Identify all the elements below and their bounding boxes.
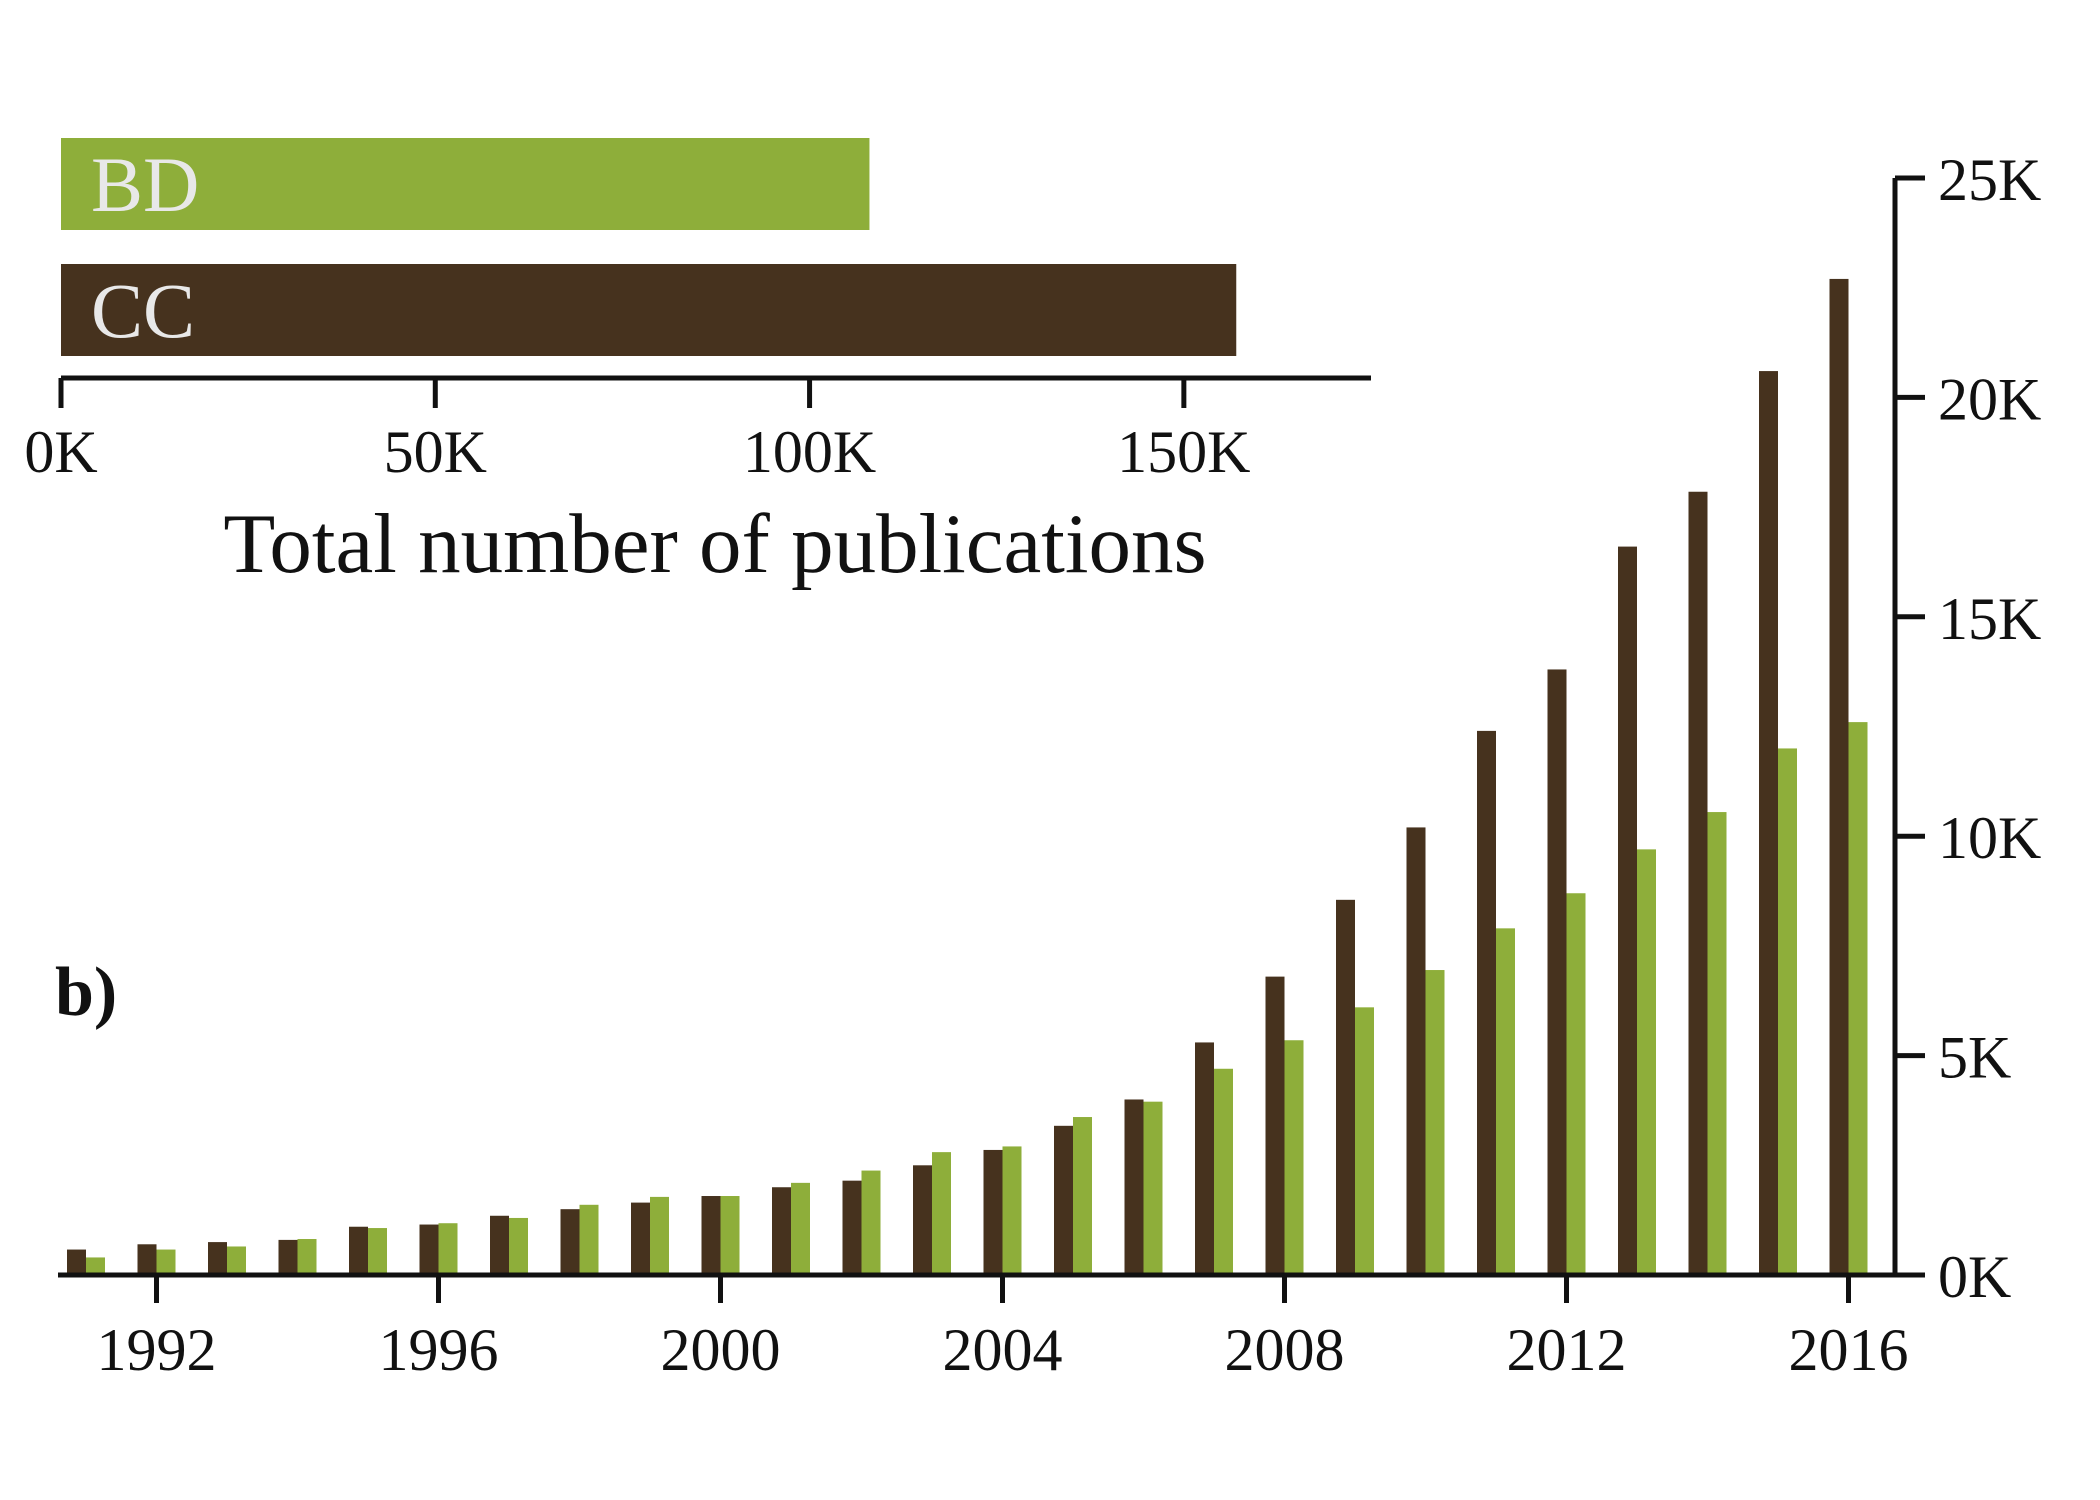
bottom-x-tick-label: 1992 (97, 1317, 217, 1383)
bar-bd-2010 (1425, 970, 1445, 1275)
bar-cc-2004 (983, 1149, 1003, 1275)
bar-bd-1995 (368, 1228, 387, 1275)
bar-bd-2011 (1496, 928, 1515, 1275)
bar-cc-1996 (419, 1224, 439, 1275)
bar-bd-2014 (1707, 812, 1727, 1275)
bar-cc-1993 (208, 1242, 227, 1275)
right-y-tick-label: 25K (1938, 147, 2041, 213)
right-y-tick-label: 0K (1938, 1244, 2011, 1310)
bar-cc-2010 (1406, 827, 1426, 1275)
top-x-axis-title: Total number of publications (223, 497, 1206, 591)
bar-bd-1996 (438, 1223, 458, 1275)
bottom-x-tick-label: 1996 (379, 1317, 499, 1383)
bar-cc-2001 (772, 1187, 791, 1275)
right-y-tick-label: 15K (1938, 586, 2041, 652)
bar-bd-2002 (861, 1170, 881, 1275)
bar-cc-2013 (1618, 546, 1637, 1275)
bar-cc-2003 (913, 1165, 932, 1275)
bottom-x-tick-label: 2012 (1507, 1317, 1627, 1383)
bar-cc-2016 (1829, 278, 1849, 1275)
bar-bd-1994 (297, 1239, 317, 1275)
bar-cc-2000 (701, 1196, 721, 1275)
bar-bd-1999 (650, 1196, 669, 1275)
bar-bd-2016 (1848, 722, 1868, 1275)
bar-cc-2008 (1265, 976, 1285, 1275)
top-x-tick-label: 100K (743, 419, 876, 485)
right-y-tick-label: 5K (1938, 1025, 2011, 1091)
bar-cc-1995 (349, 1226, 368, 1275)
bar-bd-2003 (932, 1152, 951, 1275)
bar-cc-2005 (1054, 1125, 1073, 1275)
bar-bd-2004 (1002, 1146, 1022, 1275)
bar-bd-2012 (1566, 893, 1586, 1275)
bar-cc-2007 (1195, 1042, 1214, 1275)
bar-label-cc: CC (91, 267, 195, 354)
right-y-tick-label: 20K (1938, 366, 2041, 432)
bar-cc-2006 (1124, 1099, 1144, 1275)
bar-bd-1991 (86, 1257, 105, 1275)
bar-bd-2006 (1143, 1101, 1163, 1275)
bar-bd-2015 (1778, 748, 1797, 1275)
panel-label: b) (55, 954, 117, 1031)
bar-cc-1994 (278, 1239, 298, 1275)
bar-cc-1998 (560, 1209, 580, 1275)
bar-bd-2000 (720, 1196, 740, 1275)
bar-bd-2009 (1355, 1007, 1374, 1275)
bar-bd-2007 (1214, 1068, 1233, 1275)
bar-label-bd: BD (91, 141, 199, 228)
bar-bd-1998 (579, 1204, 599, 1275)
total-publications-chart: BD CC 0K 50K 100K 150K Total number of publica… (24, 138, 1371, 591)
bar-bd-2005 (1073, 1117, 1092, 1275)
bar-cc-2011 (1477, 730, 1496, 1275)
top-x-tick-label: 50K (384, 419, 487, 485)
bar-total-bd (61, 138, 870, 230)
bottom-x-tick-label: 2016 (1789, 1317, 1909, 1383)
bar-cc-1999 (631, 1202, 650, 1275)
top-x-tick-label: 0K (24, 419, 97, 485)
top-x-tick-label: 150K (1117, 419, 1250, 485)
bar-total-cc (61, 264, 1237, 356)
bar-cc-2014 (1688, 491, 1708, 1275)
bar-bd-1992 (156, 1249, 176, 1275)
bar-cc-2012 (1547, 669, 1567, 1275)
bar-cc-2002 (842, 1180, 862, 1275)
bar-cc-2009 (1336, 899, 1355, 1275)
bottom-x-tick-label: 2000 (661, 1317, 781, 1383)
bar-cc-1991 (67, 1249, 86, 1275)
bar-cc-2015 (1759, 371, 1778, 1275)
bar-cc-1997 (490, 1215, 509, 1275)
bar-bd-2013 (1637, 849, 1656, 1275)
bar-bd-2001 (791, 1182, 810, 1275)
bar-bd-1997 (509, 1217, 528, 1275)
bar-bd-2008 (1284, 1040, 1304, 1275)
yearly-publications-chart: 1992 1996 2000 2004 2008 2012 2016 0K 5K 10K 15K 20… (58, 147, 2041, 1383)
bar-bd-1993 (227, 1246, 246, 1275)
bar-cc-1992 (137, 1244, 157, 1275)
bottom-x-tick-label: 2004 (943, 1317, 1063, 1383)
bottom-x-tick-label: 2008 (1225, 1317, 1345, 1383)
right-y-tick-label: 10K (1938, 805, 2041, 871)
